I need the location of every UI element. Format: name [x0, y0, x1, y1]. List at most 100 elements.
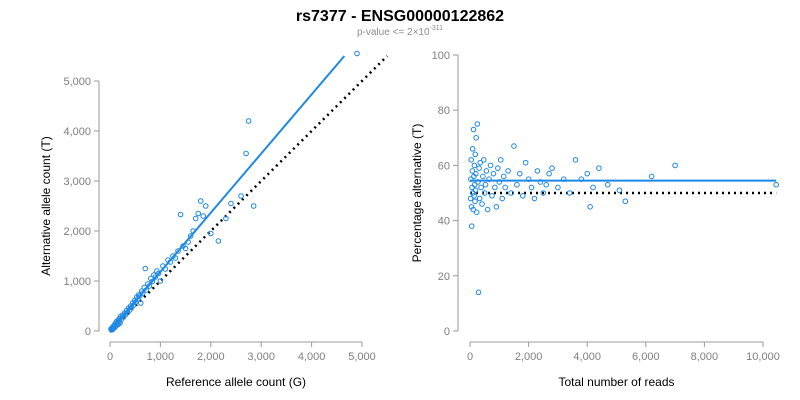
- data-point: [149, 278, 156, 285]
- x-tick-label: 8,000: [691, 351, 719, 363]
- data-point: [152, 274, 159, 280]
- x-axis-label: Total number of reads: [558, 375, 674, 389]
- left-scatter-panel: 0 1,000 2,000 3,000 4,000 5,000 0 1,000 2,000 3,0…: [39, 50, 389, 389]
- data-point: [157, 278, 164, 284]
- data-point: [470, 126, 477, 133]
- data-point: [467, 195, 474, 202]
- data-point: [223, 215, 229, 222]
- data-point: [477, 159, 484, 166]
- data-point: [549, 165, 555, 171]
- data-point: [519, 192, 526, 199]
- data-point: [245, 118, 252, 124]
- y-tick-label: 5,000: [63, 76, 91, 88]
- data-point: [525, 176, 532, 182]
- x-tick-label: 2,000: [515, 351, 543, 363]
- data-point: [468, 204, 475, 210]
- y-tick-label: 20: [438, 271, 450, 283]
- data-point: [162, 266, 169, 272]
- y-tick-label: 0: [444, 326, 450, 338]
- x-tick-label: 0: [107, 351, 113, 363]
- data-point: [472, 187, 479, 194]
- data-point: [584, 170, 591, 177]
- data-point: [143, 287, 150, 293]
- data-point: [175, 248, 181, 254]
- data-point: [481, 190, 488, 196]
- data-point: [468, 157, 474, 163]
- data-point: [471, 181, 478, 188]
- data-point: [490, 170, 497, 177]
- data-point: [468, 223, 475, 229]
- data-point: [472, 198, 478, 205]
- data-point: [622, 198, 629, 205]
- data-point: [471, 162, 478, 169]
- data-point: [200, 213, 207, 219]
- data-point: [195, 210, 201, 217]
- data-point: [470, 206, 477, 213]
- y-tick-label: 40: [438, 216, 450, 228]
- data-point: [354, 50, 360, 57]
- data-point: [511, 143, 517, 149]
- data-point: [487, 162, 494, 169]
- y-axis-label: Percentage alternative (T): [410, 124, 424, 263]
- data-point: [474, 121, 481, 127]
- right-scatter-panel: 0 2,000 4,000 6,000 8,000 10,000 0 20 40 60 80 100 T…: [410, 50, 780, 389]
- data-point: [243, 150, 249, 157]
- data-point: [136, 293, 143, 299]
- y-tick-label: 80: [438, 105, 450, 117]
- data-point: [537, 179, 544, 185]
- data-point: [208, 230, 214, 237]
- data-point: [555, 184, 561, 191]
- subtitle-exponent: -311: [430, 25, 444, 32]
- data-point: [197, 198, 204, 204]
- x-tick-label: 6,000: [632, 351, 660, 363]
- x-axis-label: Reference allele count (G): [166, 375, 306, 389]
- data-point: [469, 146, 476, 152]
- data-point: [528, 184, 535, 191]
- data-point: [172, 255, 179, 261]
- data-point: [486, 176, 492, 182]
- data-point: [476, 165, 482, 171]
- reference-line: [109, 55, 389, 332]
- data-point: [616, 187, 623, 194]
- y-tick-label: 100: [432, 50, 450, 62]
- data-point: [177, 211, 184, 218]
- data-point: [137, 300, 144, 306]
- data-point: [578, 176, 585, 182]
- y-tick-label: 3,000: [63, 176, 91, 188]
- data-point: [587, 204, 593, 210]
- data-point: [192, 215, 199, 222]
- chart-subtitle: p-value <= 2×10-311: [357, 25, 443, 38]
- data-point: [185, 239, 191, 245]
- y-tick-label: 4,000: [63, 126, 91, 138]
- data-point: [472, 151, 479, 158]
- x-tick-label: 1,000: [147, 351, 175, 363]
- data-point: [493, 204, 500, 210]
- data-point: [484, 206, 491, 213]
- x-tick-label: 2,000: [197, 351, 225, 363]
- data-point: [560, 176, 567, 182]
- data-point: [604, 181, 611, 188]
- data-point: [469, 168, 476, 174]
- data-point: [496, 179, 503, 185]
- data-point: [167, 259, 174, 265]
- data-point: [648, 173, 655, 180]
- data-point: [489, 192, 495, 199]
- data-point: [468, 176, 474, 182]
- y-tick-label: 1,000: [63, 276, 91, 288]
- x-tick-label: 4,000: [573, 351, 601, 363]
- data-point: [505, 168, 511, 174]
- data-point: [139, 290, 146, 296]
- data-point: [473, 135, 479, 141]
- y-tick-label: 2,000: [63, 226, 91, 238]
- data-point: [522, 159, 529, 166]
- data-point: [531, 195, 538, 202]
- fit-line: [109, 55, 346, 332]
- data-point: [492, 184, 498, 191]
- data-point: [517, 170, 523, 177]
- data-point: [475, 289, 482, 296]
- data-point: [480, 157, 487, 163]
- data-point: [476, 195, 483, 202]
- x-tick-label: 5,000: [348, 351, 376, 363]
- data-point: [534, 168, 541, 174]
